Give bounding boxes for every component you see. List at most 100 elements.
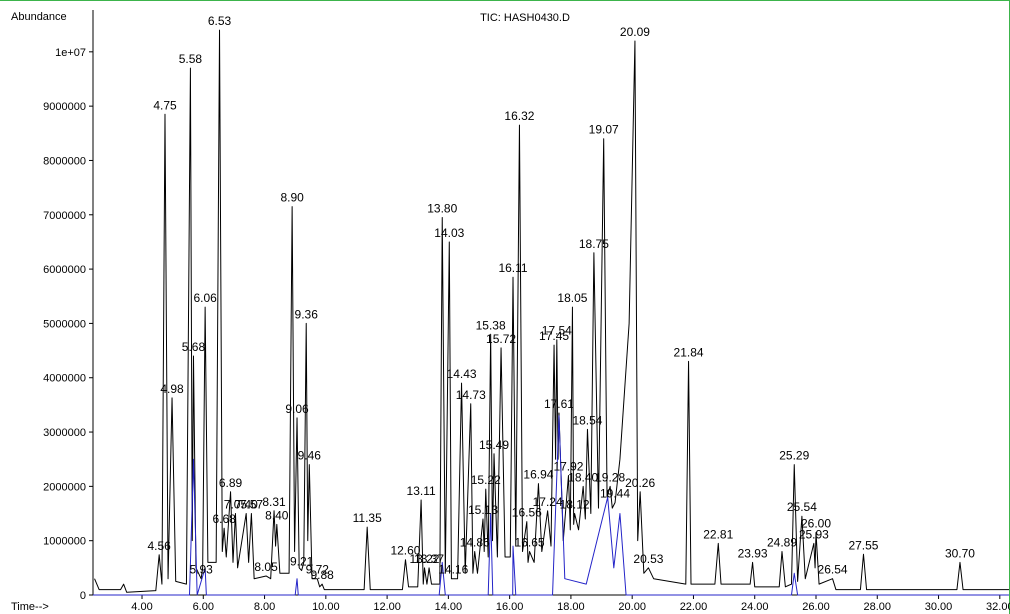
peak-label: 6.68 xyxy=(212,512,236,526)
x-tick-label: 18.00 xyxy=(557,601,585,613)
peak-label: 14.43 xyxy=(447,367,477,381)
peak-label: 4.56 xyxy=(147,539,171,553)
x-tick-label: 24.00 xyxy=(741,601,769,613)
peak-label: 8.40 xyxy=(265,508,289,522)
peak-label: 14.73 xyxy=(456,388,486,402)
peak-label: 9.06 xyxy=(285,402,309,416)
peak-label: 19.28 xyxy=(595,470,625,484)
peak-label: 6.53 xyxy=(208,14,232,28)
peak-label: 9.88 xyxy=(310,568,334,582)
peak-label: 8.05 xyxy=(254,560,278,574)
peak-label: 20.26 xyxy=(625,476,655,490)
peak-label: 18.54 xyxy=(572,413,602,427)
peak-label: 7.05 xyxy=(224,498,248,512)
x-tick-label: 4.00 xyxy=(131,601,152,613)
peak-label: 13.11 xyxy=(407,484,436,498)
trace-line xyxy=(94,29,1009,593)
y-tick-label: 4000000 xyxy=(43,373,86,385)
x-tick-label: 10.00 xyxy=(312,601,340,613)
peak-label: 26.54 xyxy=(818,563,848,577)
x-axis-label: Time--> xyxy=(11,601,49,613)
peak-label: 7.57 xyxy=(240,498,264,512)
peak-label: 24.89 xyxy=(767,536,797,550)
x-tick-label: 32.00 xyxy=(986,601,1010,613)
y-tick-label: 2000000 xyxy=(43,481,86,493)
peak-label: 5.68 xyxy=(182,340,206,354)
peak-label: 8.90 xyxy=(280,191,304,205)
peak-label: 18.05 xyxy=(557,291,587,305)
peak-label: 14.86 xyxy=(460,536,490,550)
peak-label: 25.93 xyxy=(799,527,829,541)
peak-label: 18.40 xyxy=(568,470,598,484)
peak-label: 15.22 xyxy=(471,473,501,487)
peak-label: 20.53 xyxy=(633,552,663,566)
x-tick-label: 16.00 xyxy=(496,601,524,613)
peak-label: 4.75 xyxy=(153,98,177,112)
x-tick-label: 30.00 xyxy=(925,601,953,613)
peak-label: 6.06 xyxy=(193,291,217,305)
peak-label: 19.44 xyxy=(600,487,630,501)
peak-label: 9.36 xyxy=(295,307,319,321)
x-tick-label: 14.00 xyxy=(435,601,463,613)
y-tick-label: 7000000 xyxy=(43,210,86,222)
peak-label: 4.98 xyxy=(160,382,184,396)
peak-label: 16.56 xyxy=(512,506,542,520)
trace-line xyxy=(93,415,1009,596)
peak-label: 17.54 xyxy=(542,324,572,338)
peak-label: 9.72 xyxy=(306,563,330,577)
peak-label: 8.31 xyxy=(262,495,286,509)
peak-label: 16.94 xyxy=(523,468,553,482)
peak-label: 5.93 xyxy=(189,563,213,577)
peak-label: 15.49 xyxy=(479,438,509,452)
plot-area: 0 1000000 2000000 3000000 4000000 5000000 6000… xyxy=(43,10,1010,613)
peak-label: 21.84 xyxy=(674,345,704,359)
x-tick-label: 26.00 xyxy=(802,601,830,613)
peak-label: 13.22 xyxy=(409,552,439,566)
peak-label: 15.13 xyxy=(468,503,498,517)
peak-label: 16.65 xyxy=(515,536,545,550)
y-tick-label: 1000000 xyxy=(43,536,86,548)
peak-label: 14.16 xyxy=(438,563,468,577)
x-tick-label: 6.00 xyxy=(193,601,214,613)
peak-label: 16.32 xyxy=(504,109,534,123)
peak-label: 25.54 xyxy=(787,500,817,514)
peak-label: 15.38 xyxy=(476,318,506,332)
chart-title: TIC: HASH0430.D xyxy=(480,12,570,24)
peak-label: 11.35 xyxy=(353,511,382,525)
x-tick-label: 8.00 xyxy=(254,601,275,613)
peak-label: 5.58 xyxy=(179,52,203,66)
peak-label: 13.80 xyxy=(427,201,457,215)
y-tick-label: 8000000 xyxy=(43,155,86,167)
peak-label: 26.00 xyxy=(801,517,831,531)
peak-label: 17.92 xyxy=(553,460,583,474)
y-tick-label: 0 xyxy=(80,590,86,602)
peak-label: 9.21 xyxy=(290,555,314,569)
peak-label: 15.72 xyxy=(486,332,516,346)
peak-label: 16.11 xyxy=(498,261,527,275)
x-tick-label: 22.00 xyxy=(680,601,708,613)
peak-label: 13.37 xyxy=(414,552,444,566)
peak-label: 22.81 xyxy=(703,527,733,541)
peak-label: 6.89 xyxy=(219,476,243,490)
peak-label: 14.03 xyxy=(434,226,464,240)
peak-label: 17.61 xyxy=(544,397,574,411)
peak-label: 23.93 xyxy=(738,546,768,560)
y-tick-label: 1e+07 xyxy=(55,47,86,59)
y-tick-label: 5000000 xyxy=(43,318,86,330)
peak-label: 25.29 xyxy=(779,449,809,463)
peak-label: 17.45 xyxy=(539,329,569,343)
x-tick-label: 20.00 xyxy=(618,601,646,613)
peak-label: 27.55 xyxy=(848,538,878,552)
peak-label: 19.07 xyxy=(589,123,619,137)
peak-label: 9.46 xyxy=(298,449,322,463)
y-tick-label: 9000000 xyxy=(43,101,86,113)
peak-label: 18.12 xyxy=(560,498,590,512)
x-tick-label: 28.00 xyxy=(864,601,892,613)
peak-label: 12.60 xyxy=(390,544,420,558)
x-tick-label: 12.00 xyxy=(373,601,401,613)
peak-label: 30.70 xyxy=(945,546,975,560)
peak-label: 20.09 xyxy=(620,25,650,39)
